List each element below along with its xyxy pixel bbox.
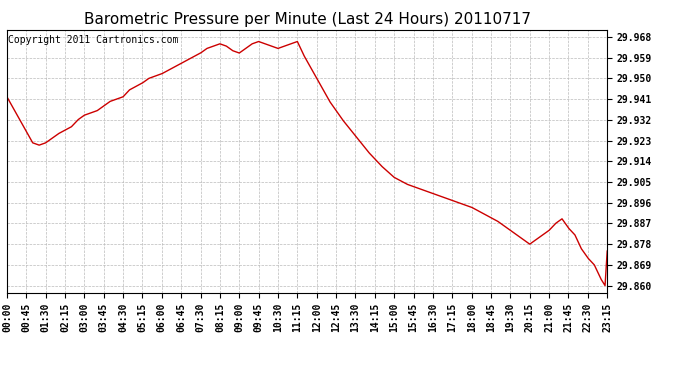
Text: Copyright 2011 Cartronics.com: Copyright 2011 Cartronics.com <box>8 35 179 45</box>
Title: Barometric Pressure per Minute (Last 24 Hours) 20110717: Barometric Pressure per Minute (Last 24 … <box>83 12 531 27</box>
